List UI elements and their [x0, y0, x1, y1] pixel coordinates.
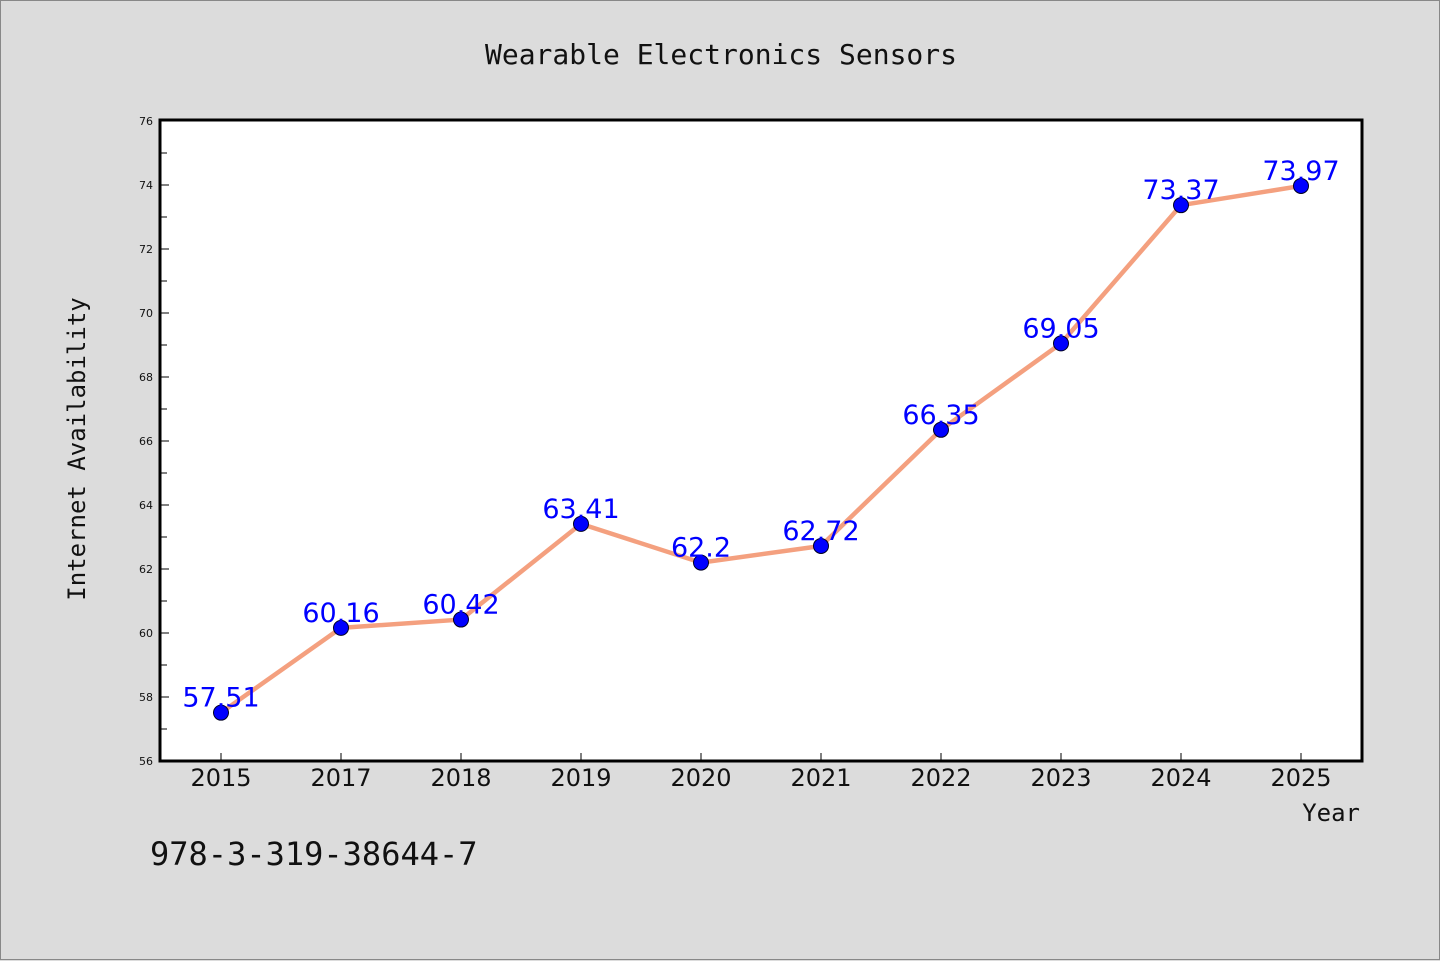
data-point	[1173, 197, 1189, 214]
y-tick-label: 76	[139, 115, 153, 128]
data-label: 73.97	[1262, 156, 1339, 187]
y-tick-label: 74	[139, 179, 153, 192]
data-label: 62.2	[671, 533, 731, 564]
y-tick-label: 66	[139, 435, 153, 448]
footer-identifier: 978-3-319-38644-7	[150, 835, 478, 873]
data-point	[813, 537, 829, 554]
x-tick-label: 2024	[1150, 764, 1211, 792]
x-tick-label: 2023	[1030, 764, 1091, 792]
data-point	[1293, 177, 1309, 194]
data-point	[1053, 335, 1069, 352]
x-tick-label: 2017	[310, 764, 371, 792]
data-label: 73.37	[1142, 175, 1219, 206]
data-label: 69.05	[1022, 313, 1099, 344]
x-axis-label: Year	[1302, 799, 1360, 827]
data-point	[213, 704, 229, 721]
y-tick-label: 68	[139, 371, 153, 384]
data-label: 60.16	[302, 598, 379, 629]
chart-title: Wearable Electronics Sensors	[485, 38, 957, 71]
data-label: 62.72	[782, 516, 859, 547]
y-tick-label: 56	[139, 755, 153, 768]
data-point	[453, 611, 469, 628]
y-axis: 56 58 60 62 64 66 68 70 72 74 76	[139, 115, 169, 768]
data-point	[573, 515, 589, 532]
x-axis: 2015 2017 2018 2019 2020 2021 2022 2023 2024 2025	[190, 753, 1332, 792]
y-tick-label: 58	[139, 691, 153, 704]
x-tick-label: 2019	[550, 764, 611, 792]
x-tick-label: 2021	[790, 764, 851, 792]
data-point	[693, 554, 709, 571]
plot-area	[158, 118, 1364, 763]
y-tick-label: 70	[139, 307, 153, 320]
data-label: 63.41	[542, 494, 619, 525]
data-point	[933, 421, 949, 438]
series-layer: 57.51 60.16 60.42 63.41 62.2 62.72 66.35 69.05 7…	[182, 156, 1340, 721]
x-tick-label: 2022	[910, 764, 971, 792]
data-label: 66.35	[902, 400, 979, 431]
x-tick-label: 2015	[190, 764, 251, 792]
data-point	[333, 619, 349, 636]
y-axis-label: Internet Availability	[63, 297, 91, 600]
y-tick-label: 62	[139, 563, 153, 576]
y-tick-label: 72	[139, 243, 153, 256]
y-tick-label: 64	[139, 499, 153, 512]
y-tick-label: 60	[139, 627, 153, 640]
series-line	[218, 183, 1304, 715]
data-label: 60.42	[422, 590, 499, 621]
x-tick-label: 2020	[670, 764, 731, 792]
data-label: 57.51	[182, 683, 259, 714]
x-tick-label: 2025	[1270, 764, 1331, 792]
x-tick-label: 2018	[430, 764, 491, 792]
